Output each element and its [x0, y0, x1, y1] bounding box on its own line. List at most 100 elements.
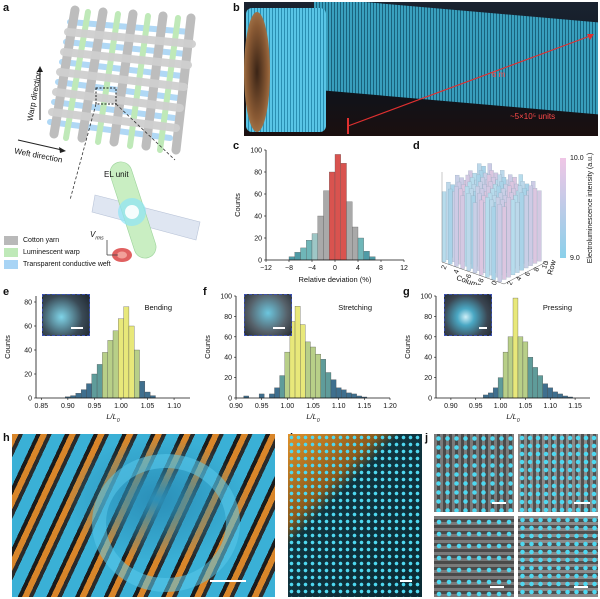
- histogram-bar: [123, 306, 130, 399]
- length-label: 6 m: [492, 70, 506, 79]
- x-tick-label: 0.95: [469, 403, 483, 410]
- histogram-bar: [279, 375, 285, 399]
- x-tick-label: 1.05: [141, 403, 155, 410]
- x-tick-label: 0: [333, 265, 337, 272]
- histogram-bar: [75, 393, 82, 399]
- row-tick-label: 8: [533, 267, 541, 273]
- y-tick-label: 0: [228, 396, 232, 403]
- x-axis-label: Relative deviation (%): [299, 275, 372, 284]
- legend-label-luminescent: Luminescent warp: [23, 249, 80, 256]
- histogram-bar: [112, 330, 119, 399]
- histogram-bar: [522, 341, 529, 399]
- vrms-subscript: rms: [95, 235, 104, 242]
- bar-column: [528, 185, 533, 266]
- inset-scale-bar: [479, 327, 487, 329]
- y-tick-label: 60: [24, 324, 32, 331]
- y-tick-label: 100: [420, 294, 432, 301]
- stretching-inset-photo: [244, 294, 292, 336]
- histogram-bar: [325, 372, 332, 399]
- units-label: ~5×10⁵ units: [510, 112, 556, 121]
- woven-fabric-illustration: [47, 5, 196, 201]
- bar-column: [472, 202, 478, 274]
- colorbar-min: 9.0: [570, 255, 580, 262]
- histogram-bar: [334, 154, 341, 261]
- panel-j-photo-2: [518, 434, 598, 512]
- y-tick-label: 0: [428, 396, 432, 403]
- pressing-inset-photo: [444, 294, 492, 336]
- y-tick-label: 40: [24, 348, 32, 355]
- histogram-bar: [363, 251, 370, 261]
- panel-label-g: g: [403, 286, 410, 298]
- histogram-bar: [323, 190, 330, 261]
- panel-label-b: b: [233, 2, 240, 14]
- histogram-bar: [317, 215, 324, 261]
- colorbar-title: Electroluminescence intensity (a.u.): [587, 153, 594, 264]
- bar-column: [524, 195, 529, 269]
- histogram-bar: [288, 256, 295, 261]
- panel-a-legend: Cotton yarn Luminescent warp Transparent…: [4, 236, 111, 269]
- j4-scale-bar: [574, 586, 588, 588]
- histogram-bar: [294, 252, 301, 261]
- bar-column: [519, 192, 524, 271]
- x-tick-label: 8: [379, 265, 383, 272]
- y-tick-label: 100: [220, 294, 232, 301]
- histogram-bar: [542, 383, 548, 399]
- x-tick-label: −8: [285, 265, 293, 272]
- row-tick-label: 10: [541, 260, 550, 270]
- histogram-bar: [330, 379, 337, 399]
- column-tick-label: 4: [453, 269, 461, 275]
- histogram-bar: [300, 247, 307, 261]
- legend-swatch-conductive: [4, 260, 18, 269]
- x-tick-label: 1.00: [494, 403, 508, 410]
- x-axis-label: L/L0: [506, 412, 519, 424]
- x-tick-label: 1.00: [281, 403, 295, 410]
- panel-c-histogram: −12 −8 −4 0 4 8 12 0 20 40 60 80 100 Relative deviati…: [233, 148, 408, 285]
- histogram-bar: [483, 394, 489, 399]
- histogram-bar: [352, 226, 359, 261]
- legend-label-conductive: Transparent conductive weft: [23, 261, 111, 268]
- histogram-bar: [86, 383, 92, 399]
- histogram-bar: [512, 297, 519, 399]
- panel-label-a: a: [3, 2, 10, 14]
- base-axis-row: [503, 260, 549, 285]
- bar-column: [502, 206, 507, 280]
- y-tick-label: 60: [224, 334, 232, 341]
- column-tick-label: 10: [490, 280, 499, 285]
- chart-title: Bending: [144, 303, 172, 312]
- histogram-bar: [311, 233, 318, 261]
- x-tick-label: 1.15: [358, 403, 372, 410]
- j2-scale-bar: [574, 502, 590, 504]
- histogram-bar: [497, 377, 504, 399]
- x-axis-label-subscript: 0: [317, 418, 320, 424]
- histogram-bar: [517, 336, 524, 399]
- histogram-bar: [320, 359, 326, 399]
- histogram-bar: [91, 373, 98, 399]
- histogram-bar: [306, 240, 313, 261]
- chart-title: Pressing: [543, 303, 572, 312]
- histogram-bar: [305, 341, 311, 399]
- x-axis-label: L/L0: [306, 412, 319, 424]
- histogram-bar: [341, 389, 347, 399]
- histogram-bar: [144, 391, 151, 399]
- y-tick-label: 80: [224, 314, 232, 321]
- panel-g-histogram: 0.90 0.95 1.00 1.05 1.10 1.15 0 20 40 60 80 100 L/L0…: [403, 294, 590, 424]
- inset-scale-bar: [71, 327, 83, 329]
- y-axis-label: Counts: [233, 193, 242, 217]
- x-tick-label: −4: [308, 265, 316, 272]
- y-axis-label: Counts: [3, 335, 12, 359]
- panel-label-j: j: [425, 432, 429, 444]
- row-tick-label: 6: [524, 271, 532, 277]
- roll-end: [244, 12, 270, 132]
- histogram-bar: [139, 381, 146, 399]
- panel-e-histogram: 0.85 0.90 0.95 1.00 1.05 1.10 0 20 40 60 80 L/L0 Cou…: [3, 296, 190, 424]
- x-tick-label: 0.85: [34, 403, 48, 410]
- fabric-swirl: [92, 454, 240, 592]
- panel-label-e: e: [3, 286, 10, 298]
- x-tick-label: 1.20: [383, 403, 397, 410]
- bending-inset-photo: [42, 294, 90, 336]
- histogram-bar: [118, 318, 124, 399]
- panel-label-h: h: [3, 432, 10, 444]
- y-tick-label: 0: [28, 396, 32, 403]
- bar-column: [537, 190, 542, 262]
- x-tick-label: 1.15: [568, 403, 582, 410]
